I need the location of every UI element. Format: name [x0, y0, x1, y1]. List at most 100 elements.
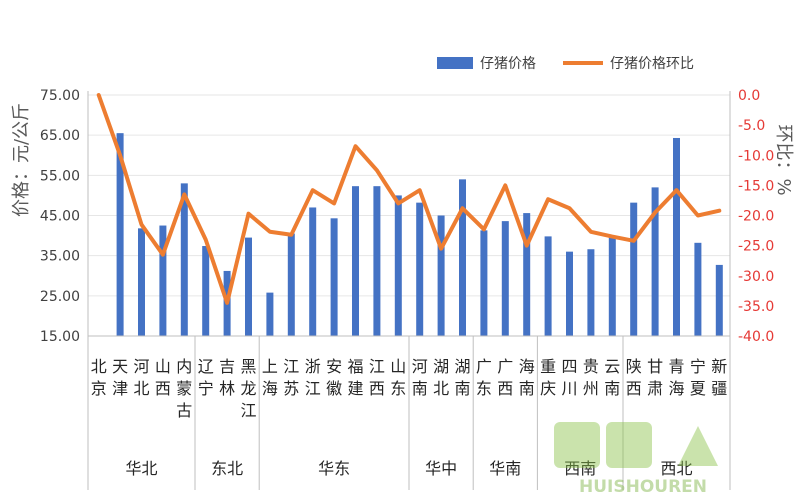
left-axis-title: 价格：元/公斤 — [11, 103, 32, 217]
bar-series — [116, 133, 723, 336]
bar — [330, 218, 338, 336]
left-tick-label: 55.00 — [40, 168, 80, 184]
line-point — [311, 188, 315, 192]
group-label: 华南 — [489, 459, 521, 478]
category-label: 贵州 — [583, 357, 599, 398]
right-tick-label: -15.0 — [738, 178, 774, 194]
category-label: 陕西 — [626, 357, 642, 398]
legend: 仔猪价格 仔猪价格环比 — [437, 56, 694, 72]
line-point — [354, 144, 357, 148]
bar — [309, 207, 317, 336]
line-series — [96, 93, 722, 305]
category-label: 辽宁 — [198, 357, 214, 398]
category-label: 海南 — [519, 357, 535, 398]
bar — [673, 137, 680, 336]
bar — [116, 133, 124, 336]
line-point — [632, 239, 636, 243]
category-label: 内蒙古 — [176, 357, 192, 420]
bar — [266, 292, 274, 336]
category-label: 山西 — [155, 357, 171, 398]
bar — [566, 251, 573, 336]
left-axis-ticks: 75.00 65.00 55.00 45.00 35.00 25.00 15.00 — [40, 88, 80, 345]
line-point — [418, 188, 422, 192]
bar — [651, 187, 659, 336]
line-point — [225, 301, 229, 305]
group-label: 西南 — [564, 459, 596, 478]
category-label: 浙江 — [305, 357, 321, 398]
category-label: 天津 — [112, 357, 128, 398]
bar — [608, 235, 616, 336]
group-label: 华东 — [318, 459, 350, 478]
line-point — [696, 214, 700, 217]
left-tick-label: 45.00 — [40, 209, 80, 225]
group-label: 华中 — [425, 459, 457, 478]
category-label: 湖北 — [433, 357, 449, 398]
right-tick-label: -30.0 — [738, 269, 774, 285]
bar — [523, 213, 531, 336]
category-label: 北京 — [91, 357, 107, 398]
bar — [373, 186, 381, 336]
line-point — [568, 206, 571, 210]
line-point — [140, 223, 143, 227]
left-tick-label: 75.00 — [40, 88, 80, 104]
line-point — [268, 230, 272, 234]
bar — [501, 221, 509, 336]
line-point — [482, 227, 486, 231]
bar — [202, 246, 210, 336]
line-point — [546, 197, 550, 201]
series-line — [96, 93, 722, 305]
category-label: 四川 — [561, 357, 577, 398]
right-axis-ticks: 0.0 -5.0 -10.0 -15.0 -20.0 -25.0 -30.0 -35.0 -40… — [738, 88, 774, 345]
line-point — [396, 201, 400, 205]
right-axis-title: 环比：% — [773, 124, 794, 195]
bar — [694, 242, 702, 336]
group-label: 华北 — [125, 459, 157, 478]
right-tick-label: -20.0 — [738, 209, 774, 225]
bar — [159, 225, 167, 336]
category-labels: 北京天津河北山西内蒙古辽宁吉林黑龙江上海江苏浙江安徽福建江西山东河南湖北湖南广东… — [91, 357, 728, 420]
category-label: 河北 — [133, 357, 149, 398]
right-tick-label: 0.0 — [738, 88, 760, 104]
line-point — [675, 188, 678, 192]
watermark-text: HUISHOUREN — [579, 477, 707, 497]
bar — [352, 186, 359, 336]
category-label: 云南 — [604, 357, 620, 398]
line-point — [525, 244, 529, 248]
line-point — [717, 209, 721, 213]
category-label: 青海 — [668, 357, 684, 398]
left-tick-label: 65.00 — [40, 128, 80, 144]
right-tick-label: -25.0 — [738, 239, 774, 255]
left-tick-label: 35.00 — [40, 249, 80, 265]
category-label: 重庆 — [540, 357, 556, 398]
bar — [437, 215, 445, 336]
line-point — [204, 238, 208, 242]
category-label: 上海 — [262, 357, 278, 398]
category-label: 山东 — [390, 357, 406, 398]
right-tick-label: -10.0 — [738, 148, 774, 164]
bar — [480, 230, 488, 336]
bar — [416, 202, 424, 336]
right-tick-label: -5.0 — [738, 118, 765, 134]
bar — [394, 195, 402, 336]
line-point — [289, 233, 293, 237]
category-label: 安徽 — [326, 357, 342, 398]
line-point — [182, 192, 186, 196]
line-point — [589, 230, 593, 234]
bar — [180, 183, 188, 336]
line-point — [653, 210, 657, 214]
line-point — [461, 206, 464, 210]
category-label: 湖南 — [454, 357, 470, 398]
line-point — [610, 235, 614, 239]
watermark-logo: HUISHOUREN — [554, 422, 718, 497]
bar — [630, 202, 638, 336]
group-label: 西北 — [660, 459, 692, 478]
line-point — [97, 93, 101, 97]
line-point — [161, 253, 165, 257]
category-label: 吉林 — [219, 357, 235, 398]
group-labels: 华北 东北 华东 华中 华南 西南 西北 — [87, 336, 731, 490]
line-point — [439, 247, 443, 251]
bar — [544, 236, 552, 336]
category-label: 河南 — [412, 357, 428, 398]
line-point — [332, 201, 336, 205]
